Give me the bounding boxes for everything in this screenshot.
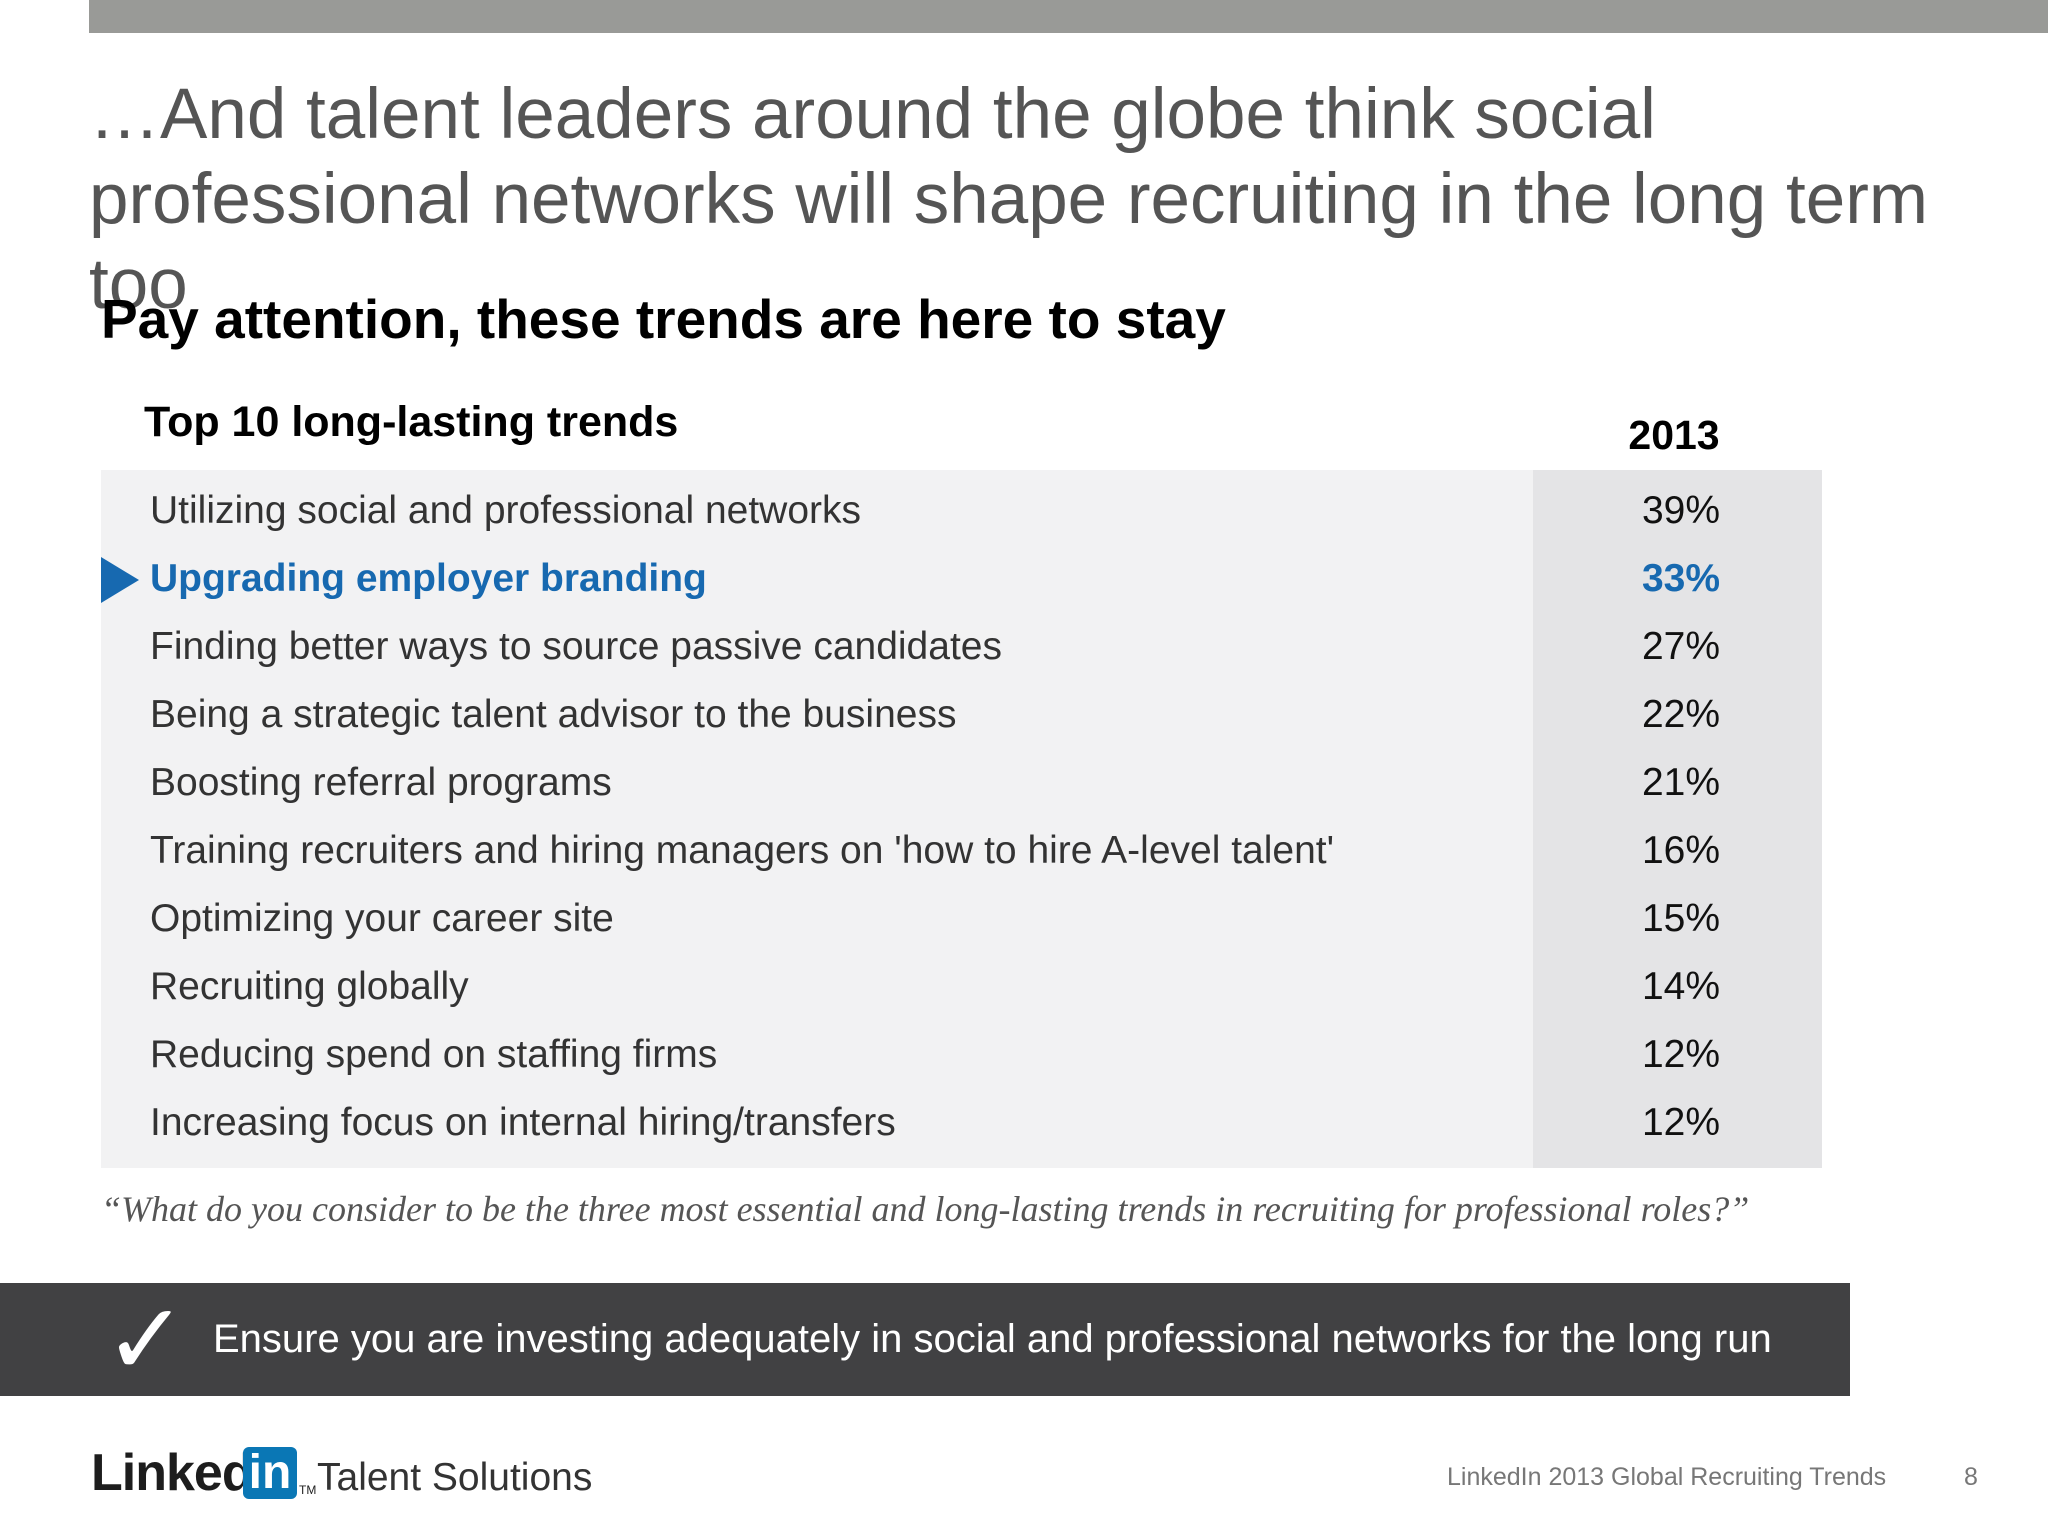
trend-percentage: 39% bbox=[1641, 489, 1721, 532]
table-heading: Top 10 long-lasting trends bbox=[144, 398, 679, 446]
logo-subtitle: Talent Solutions bbox=[317, 1456, 593, 1499]
trend-percentage: 12% bbox=[1641, 1033, 1721, 1076]
page-number: 8 bbox=[1964, 1463, 1978, 1491]
logo-wordmark: Linked bbox=[91, 1444, 254, 1502]
table-row: Reducing spend on staffing firms 12% bbox=[0, 1021, 1840, 1089]
trend-percentage: 14% bbox=[1641, 965, 1721, 1008]
takeaway-banner bbox=[0, 1283, 1850, 1396]
table-row: Finding better ways to source passive ca… bbox=[0, 613, 1840, 681]
trend-label: Finding better ways to source passive ca… bbox=[150, 625, 1002, 668]
table-row: Boosting referral programs 21% bbox=[0, 749, 1840, 817]
trend-label: Boosting referral programs bbox=[150, 761, 612, 804]
slide-title: …And talent leaders around the globe thi… bbox=[89, 75, 1928, 324]
top-accent-bar bbox=[89, 0, 2048, 33]
table-row: Optimizing your career site 15% bbox=[0, 885, 1840, 953]
trend-label: Reducing spend on staffing firms bbox=[150, 1033, 718, 1076]
slide-subtitle: Pay attention, these trends are here to … bbox=[101, 288, 1226, 350]
survey-question: “What do you consider to be the three mo… bbox=[101, 1189, 1750, 1229]
trend-percentage: 15% bbox=[1641, 897, 1721, 940]
highlight-pointer-icon bbox=[101, 557, 139, 603]
trend-percentage: 22% bbox=[1641, 693, 1721, 736]
trend-label: Optimizing your career site bbox=[150, 897, 614, 940]
trend-percentage: 27% bbox=[1641, 625, 1721, 668]
footer-source: LinkedIn 2013 Global Recruiting Trends bbox=[1447, 1463, 1887, 1491]
trend-label: Being a strategic talent advisor to the … bbox=[150, 693, 957, 736]
year-column bbox=[1533, 470, 1822, 1168]
trends-table bbox=[101, 470, 1533, 1168]
trend-label: Utilizing social and professional networ… bbox=[150, 489, 862, 532]
trend-percentage: 33% bbox=[1641, 557, 1721, 600]
trend-label: Training recruiters and hiring managers … bbox=[150, 829, 1335, 872]
checkmark-icon: ✓ bbox=[104, 1281, 188, 1398]
trend-percentage: 21% bbox=[1641, 761, 1721, 804]
trademark-mark: TM bbox=[299, 1483, 317, 1497]
trend-label: Upgrading employer branding bbox=[150, 557, 707, 600]
year-column-heading: 2013 bbox=[1628, 412, 1720, 458]
table-row: Upgrading employer branding 33% bbox=[0, 545, 1840, 613]
takeaway-text: Ensure you are investing adequately in s… bbox=[213, 1317, 1772, 1361]
table-row: Utilizing social and professional networ… bbox=[0, 477, 1840, 545]
table-row: Being a strategic talent advisor to the … bbox=[0, 681, 1840, 749]
trend-percentage: 12% bbox=[1641, 1101, 1721, 1144]
trend-percentage: 16% bbox=[1641, 829, 1721, 872]
table-row: Recruiting globally 14% bbox=[0, 953, 1840, 1021]
trend-label: Recruiting globally bbox=[150, 965, 469, 1008]
linkedin-in-icon: in bbox=[243, 1447, 297, 1499]
table-row: Increasing focus on internal hiring/tran… bbox=[0, 1089, 1840, 1157]
table-row: Training recruiters and hiring managers … bbox=[0, 817, 1840, 885]
trend-label: Increasing focus on internal hiring/tran… bbox=[150, 1101, 896, 1144]
